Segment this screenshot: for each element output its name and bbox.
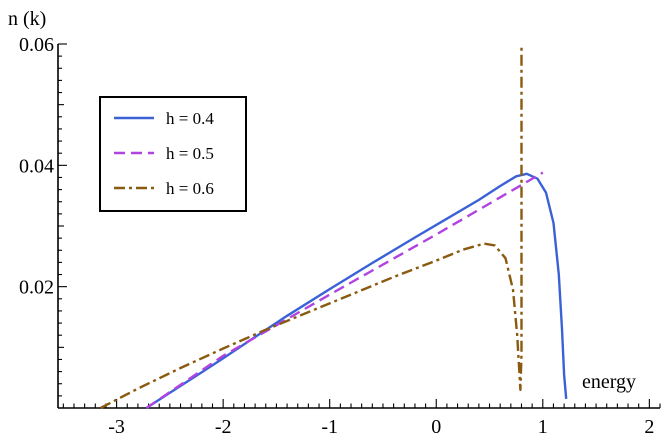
legend-label-h04: h = 0.4: [166, 109, 214, 128]
series-line-3: [100, 47, 523, 410]
series-line-2: [145, 171, 544, 409]
legend-label-h06: h = 0.6: [166, 179, 214, 198]
x-tick-label: 0: [431, 416, 441, 438]
axis-ticks: -3 -2 -1 0 1 2 0.02 0.04 0.06: [19, 34, 661, 438]
y-tick-label: 0.06: [19, 34, 54, 56]
x-tick-label: 2: [644, 416, 654, 438]
x-tick-label: -1: [321, 416, 338, 438]
series-lines: [100, 47, 568, 410]
legend-label-h05: h = 0.5: [166, 144, 214, 163]
x-axis-label: energy: [582, 371, 636, 393]
y-axis-label: n (k): [8, 8, 46, 30]
series-line-1: [145, 172, 568, 410]
x-tick-label: -3: [108, 416, 125, 438]
x-tick-label: -2: [215, 416, 232, 438]
legend: h = 0.4 h = 0.5 h = 0.6: [99, 96, 247, 212]
x-tick-label: 1: [538, 416, 548, 438]
y-tick-label: 0.02: [19, 277, 54, 299]
y-tick-label: 0.04: [19, 155, 54, 177]
axes: [57, 44, 660, 409]
